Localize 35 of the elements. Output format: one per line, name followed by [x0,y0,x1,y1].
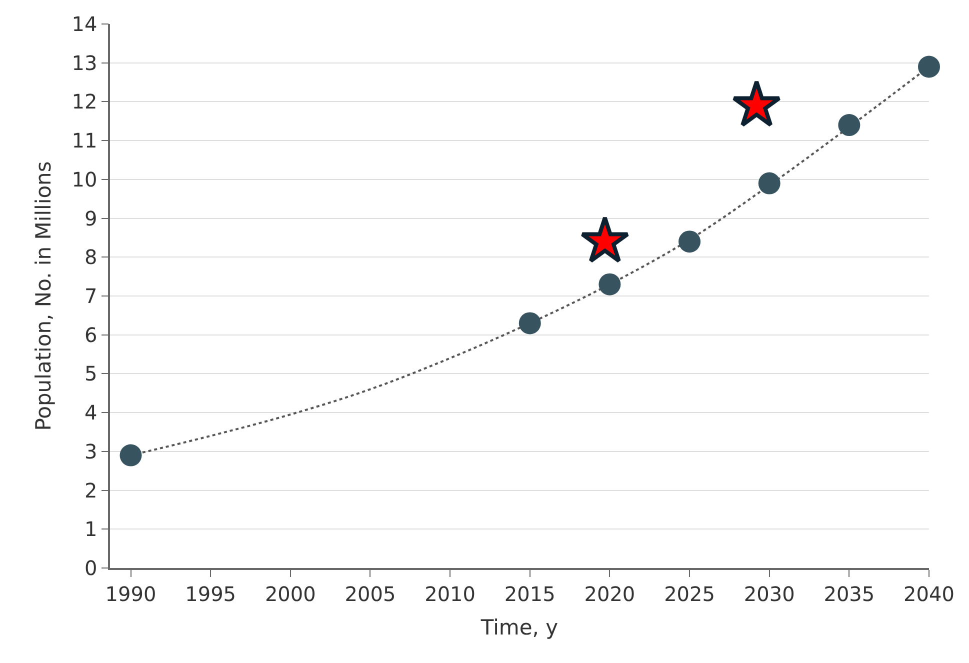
point [758,172,780,194]
x-tick-label: 2040 [904,582,954,606]
x-tick-label: 1995 [185,582,236,606]
point [918,56,940,78]
point [678,230,701,253]
y-tick-label: 12 [72,90,98,114]
x-tick-label: 2015 [504,582,556,606]
y-tick-label: 13 [72,50,98,75]
y-axis-title: Population, No. in Millions [31,161,56,431]
point [838,114,860,136]
y-tick-label: 1 [84,517,98,542]
x-tick-label: 1990 [105,582,156,606]
point [518,312,541,334]
y-tick-label: 3 [84,439,98,464]
y-tick-label: 5 [84,362,98,386]
x-axis-title: Time, y [480,615,558,640]
x-tick-label: 2000 [264,582,316,606]
y-tick-label: 4 [84,400,98,425]
y-tick-label: 0 [84,556,98,580]
y-tick-label: 11 [72,128,98,153]
x-tick-label: 2020 [584,582,636,606]
y-tick-label: 8 [84,245,98,270]
y-tick-label: 14 [72,12,98,36]
x-tick-label: 2010 [424,582,476,606]
point [120,444,142,466]
x-tick-label: 2005 [344,582,396,606]
x-tick-label: 2035 [824,582,875,606]
y-tick-label: 6 [84,322,98,347]
y-tick-label: 9 [84,206,98,230]
x-tick-label: 2025 [664,582,715,606]
y-tick-label: 2 [84,478,98,502]
point [598,273,621,296]
x-tick-label: 2030 [744,582,795,606]
y-tick-label: 10 [72,167,98,192]
y-tick-label: 7 [84,284,98,308]
